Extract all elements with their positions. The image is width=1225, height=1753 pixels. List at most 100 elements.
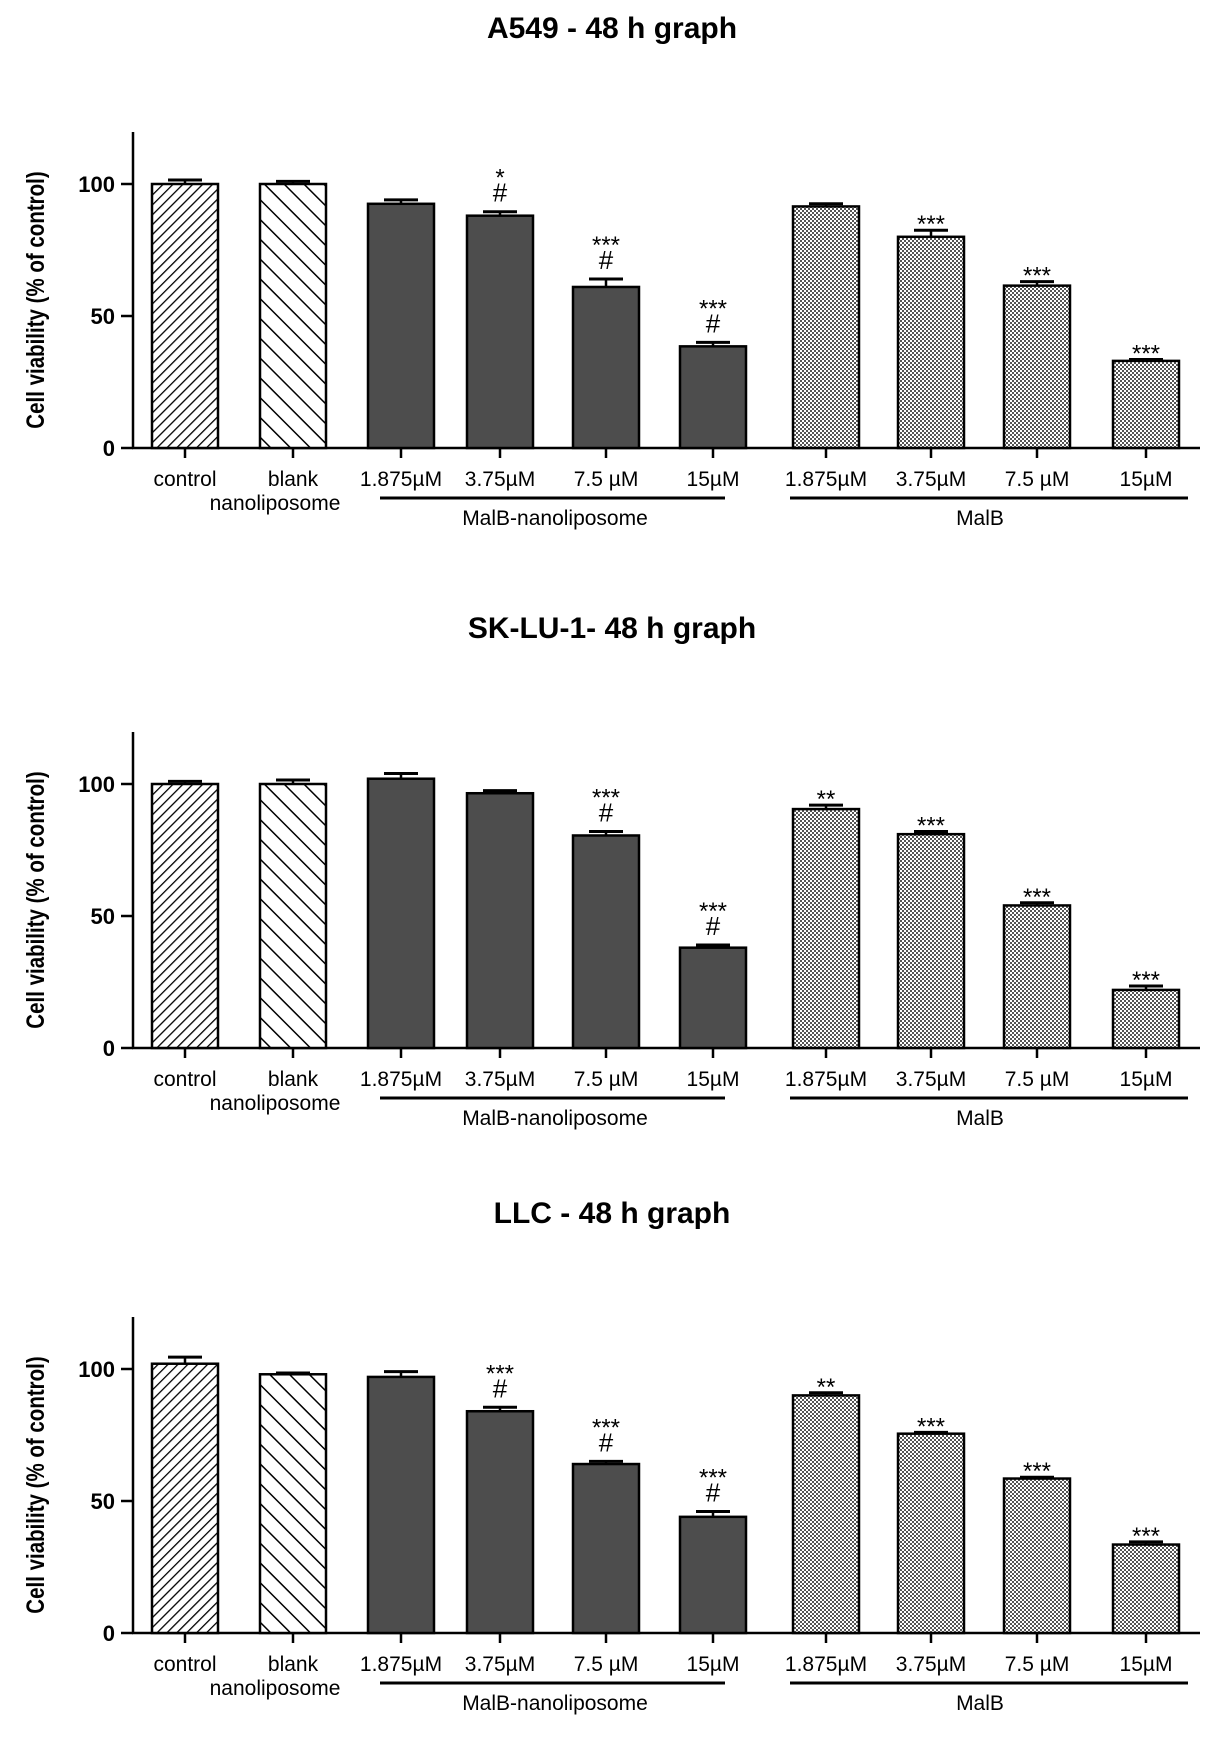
chart-panel-1: A549 - 48 h graph Cell viability (% of co… bbox=[21, 12, 1200, 530]
y-tick-label: 0 bbox=[103, 1036, 115, 1061]
bar-3 bbox=[366, 777, 436, 1050]
bar-1 bbox=[150, 782, 220, 1050]
bar-7 bbox=[791, 1394, 861, 1635]
group-label-malb: MalB bbox=[956, 1692, 1004, 1715]
significance-stars: * bbox=[495, 165, 504, 192]
y-tick-label: 50 bbox=[91, 1489, 115, 1514]
y-axis-label: Cell viability (% of control) bbox=[21, 771, 49, 1028]
bar-10 bbox=[1111, 988, 1181, 1050]
x-tick-label: 3.75µM bbox=[896, 1653, 966, 1676]
y-tick-label: 50 bbox=[91, 904, 115, 929]
x-tick-label-second-line: nanoliposome bbox=[210, 1092, 341, 1115]
chart-panel-2: SK-LU-1- 48 h graph Cell viability (% of … bbox=[21, 612, 1200, 1130]
significance-stars: *** bbox=[1023, 1458, 1051, 1485]
bar-6 bbox=[678, 345, 748, 450]
significance-stars: ** bbox=[817, 1374, 836, 1401]
x-tick-label: 7.5 µM bbox=[1005, 1653, 1070, 1676]
bar-5 bbox=[571, 285, 641, 450]
significance-stars: *** bbox=[699, 898, 727, 925]
x-tick-label: 7.5 µM bbox=[1005, 468, 1070, 491]
group-label-malb-nanoliposome: MalB-nanoliposome bbox=[462, 1692, 648, 1715]
bar-4 bbox=[465, 1409, 535, 1635]
bar-7 bbox=[791, 807, 861, 1050]
bar-1 bbox=[150, 182, 220, 450]
x-tick-label: 7.5 µM bbox=[574, 468, 639, 491]
x-tick-label: 1.875µM bbox=[785, 1068, 867, 1091]
significance-stars: *** bbox=[917, 1413, 945, 1440]
significance-stars: *** bbox=[1132, 1523, 1160, 1550]
x-tick-label: 7.5 µM bbox=[1005, 1068, 1070, 1091]
significance-stars: ** bbox=[817, 786, 836, 813]
significance-stars: *** bbox=[917, 211, 945, 238]
bar-2 bbox=[258, 182, 328, 450]
bar-4 bbox=[465, 214, 535, 450]
significance-hash: # bbox=[706, 911, 721, 941]
significance-hash: # bbox=[493, 1373, 508, 1403]
x-tick-label: blank bbox=[268, 1068, 319, 1091]
significance-stars: *** bbox=[592, 785, 620, 812]
y-tick-label: 100 bbox=[78, 1357, 115, 1382]
significance-stars: *** bbox=[699, 295, 727, 322]
x-tick-label: control bbox=[153, 468, 216, 491]
significance-hash: # bbox=[599, 245, 614, 275]
x-tick-label: 1.875µM bbox=[785, 1653, 867, 1676]
bar-9 bbox=[1002, 1477, 1072, 1635]
bar-9 bbox=[1002, 904, 1072, 1050]
significance-stars: *** bbox=[917, 813, 945, 840]
x-tick-label: 1.875µM bbox=[785, 468, 867, 491]
x-tick-label: control bbox=[153, 1653, 216, 1676]
bar-9 bbox=[1002, 284, 1072, 450]
chart-title: SK-LU-1- 48 h graph bbox=[468, 612, 756, 645]
x-tick-label: 15µM bbox=[1120, 468, 1173, 491]
significance-stars: *** bbox=[592, 232, 620, 259]
bar-5 bbox=[571, 1462, 641, 1635]
y-tick-label: 100 bbox=[78, 172, 115, 197]
bar-8 bbox=[896, 832, 966, 1050]
significance-stars: *** bbox=[592, 1414, 620, 1441]
significance-stars: *** bbox=[1023, 884, 1051, 911]
x-tick-label-second-line: nanoliposome bbox=[210, 1677, 341, 1700]
significance-hash: # bbox=[599, 798, 614, 828]
significance-stars: *** bbox=[486, 1360, 514, 1387]
x-tick-label: 3.75µM bbox=[465, 468, 535, 491]
x-tick-label: 3.75µM bbox=[465, 1653, 535, 1676]
x-tick-label: 15µM bbox=[1120, 1653, 1173, 1676]
bar-8 bbox=[896, 1432, 966, 1635]
chart-title: A549 - 48 h graph bbox=[487, 12, 737, 45]
bar-1 bbox=[150, 1362, 220, 1635]
x-tick-label: 15µM bbox=[687, 1068, 740, 1091]
x-tick-label: 15µM bbox=[687, 468, 740, 491]
x-tick-label: 7.5 µM bbox=[574, 1068, 639, 1091]
bar-10 bbox=[1111, 359, 1181, 450]
group-label-malb-nanoliposome: MalB-nanoliposome bbox=[462, 1107, 648, 1130]
chart-panel-3: LLC - 48 h graph Cell viability (% of con… bbox=[21, 1197, 1200, 1715]
y-tick-label: 100 bbox=[78, 772, 115, 797]
y-tick-label: 0 bbox=[103, 436, 115, 461]
significance-stars: *** bbox=[1132, 967, 1160, 994]
significance-hash: # bbox=[706, 1478, 721, 1508]
group-label-malb-nanoliposome: MalB-nanoliposome bbox=[462, 507, 648, 530]
chart-title: LLC - 48 h graph bbox=[494, 1197, 731, 1230]
significance-stars: *** bbox=[699, 1465, 727, 1492]
x-tick-label: 3.75µM bbox=[896, 1068, 966, 1091]
x-tick-label: 3.75µM bbox=[465, 1068, 535, 1091]
x-tick-label: 1.875µM bbox=[360, 468, 442, 491]
y-axis-label: Cell viability (% of control) bbox=[21, 1356, 49, 1613]
x-tick-label: 15µM bbox=[1120, 1068, 1173, 1091]
bar-6 bbox=[678, 946, 748, 1050]
y-tick-label: 50 bbox=[91, 304, 115, 329]
x-tick-label: 1.875µM bbox=[360, 1653, 442, 1676]
bar-2 bbox=[258, 1373, 328, 1635]
y-tick-label: 0 bbox=[103, 1621, 115, 1646]
x-tick-label: blank bbox=[268, 1653, 319, 1676]
bar-5 bbox=[571, 834, 641, 1050]
significance-stars: *** bbox=[1132, 341, 1160, 368]
group-label-malb: MalB bbox=[956, 1107, 1004, 1130]
bar-3 bbox=[366, 202, 436, 450]
significance-hash: # bbox=[706, 308, 721, 338]
x-tick-label: control bbox=[153, 1068, 216, 1091]
significance-stars: *** bbox=[1023, 263, 1051, 290]
x-tick-label: 7.5 µM bbox=[574, 1653, 639, 1676]
bar-10 bbox=[1111, 1543, 1181, 1635]
